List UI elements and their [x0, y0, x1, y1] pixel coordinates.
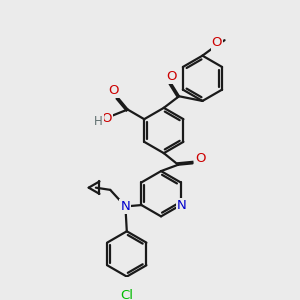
Text: O: O: [195, 152, 206, 165]
Text: O: O: [166, 70, 176, 83]
Text: O: O: [212, 36, 222, 50]
Text: H: H: [94, 115, 103, 128]
Text: O: O: [101, 112, 112, 125]
Text: N: N: [121, 200, 130, 213]
Text: N: N: [177, 199, 187, 212]
Text: O: O: [109, 84, 119, 97]
Text: Cl: Cl: [120, 290, 133, 300]
